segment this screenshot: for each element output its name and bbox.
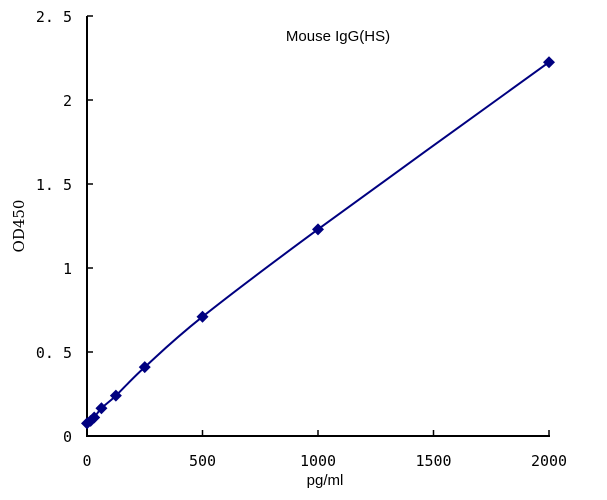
data-point [312,223,324,236]
x-tick-label: 0 [82,452,91,470]
series-line [86,61,550,425]
data-point [196,310,209,323]
y-tick-label: 0 [63,428,72,446]
data-point [543,56,555,69]
y-tick-label: 2. 5 [36,8,72,26]
data-point [88,411,101,424]
x-tick-label: 1000 [300,452,336,470]
y-tick-label: 1 [63,260,72,278]
x-tick-label: 1500 [415,452,451,470]
x-axis-label: pg/ml [307,472,344,489]
x-tick-label: 2000 [531,452,567,470]
y-tick-label: 0. 5 [36,344,72,362]
data-point [95,402,108,415]
x-tick-label: 500 [189,452,216,470]
data-point [109,389,122,402]
data-point [138,361,151,374]
y-tick-label: 2 [63,92,72,110]
chart-title: Mouse IgG(HS) [286,28,390,45]
y-axis-label: OD450 [10,200,28,253]
y-tick-label: 1. 5 [36,176,72,194]
